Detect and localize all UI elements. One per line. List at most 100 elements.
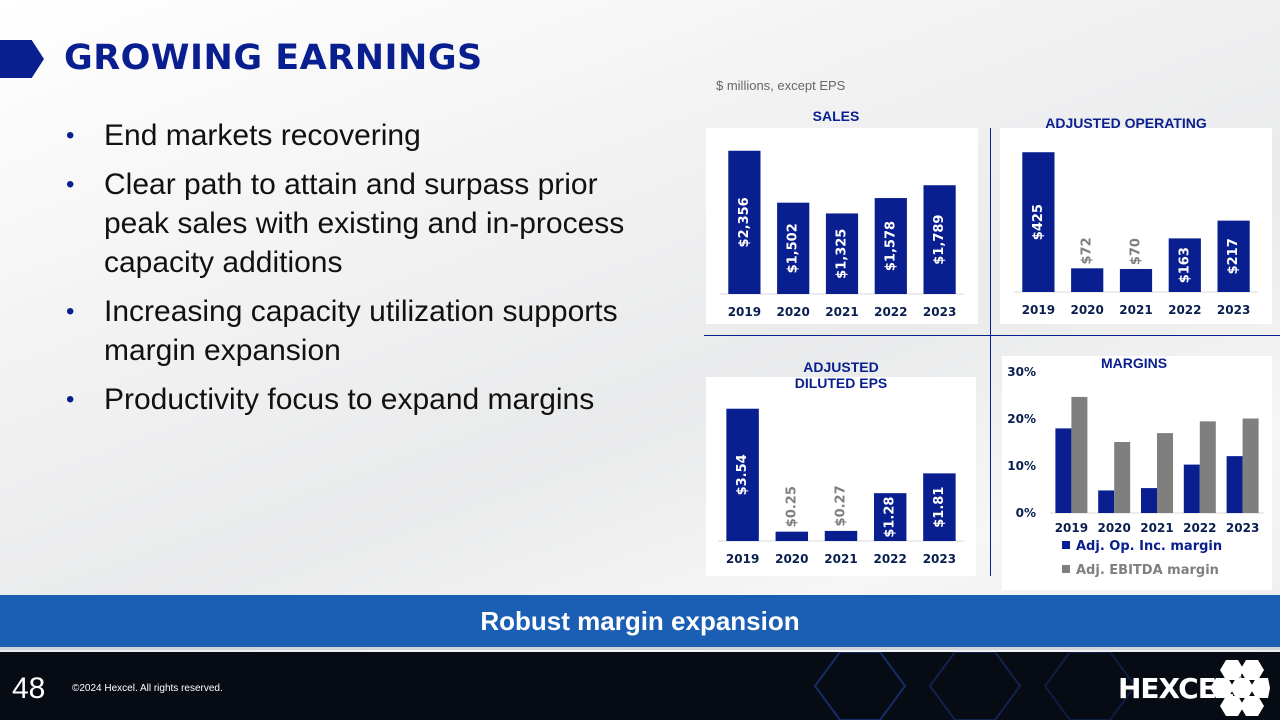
bar xyxy=(1242,418,1259,513)
data-label: $1,789 xyxy=(932,215,947,265)
bar xyxy=(1157,433,1173,513)
legend-label: Adj. Op. Inc. margin xyxy=(1076,539,1222,554)
bar xyxy=(923,473,956,541)
data-label: $72 xyxy=(1080,237,1095,264)
bar xyxy=(1114,442,1131,513)
bullet-icon: • xyxy=(66,171,75,198)
bar xyxy=(874,198,907,294)
bullet-item: • Increasing capacity utilization support… xyxy=(64,292,644,370)
x-tick-label: 2019 xyxy=(728,305,761,319)
x-tick-label: 2021 xyxy=(824,552,857,566)
bullet-list: • End markets recovering • Clear path to a… xyxy=(64,116,644,429)
hexagon-pattern-icon xyxy=(813,652,1137,720)
data-label: $0.27 xyxy=(834,485,849,526)
bar xyxy=(775,531,809,541)
margins-chart-panel: 0% 10% 20% 30% 2019 2020 2021 2022 2023 Adj. Op. … xyxy=(1002,356,1272,590)
data-label: $1,578 xyxy=(883,221,898,271)
bar xyxy=(1071,268,1104,292)
data-label: $70 xyxy=(1129,238,1144,265)
adj-operating-income-chart-panel: $425 2019 $72 2020 $70 2021 $163 2022 $217 2023 xyxy=(1000,128,1272,324)
x-tick-label: 2020 xyxy=(775,552,808,566)
bullet-text: End markets recovering xyxy=(104,119,421,152)
sales-chart: $2,356 2019 $1,502 2020 $1,325 2021 $1,578 2022… xyxy=(720,150,964,319)
x-tick-label: 2019 xyxy=(726,552,759,566)
bar xyxy=(728,150,761,294)
data-label: $0.25 xyxy=(784,486,799,527)
bullet-icon: • xyxy=(66,298,75,325)
title-chevron-icon xyxy=(0,40,44,78)
y-tick-label: 30% xyxy=(1007,365,1036,379)
x-tick-label: 2022 xyxy=(873,552,906,566)
bar xyxy=(1141,488,1157,513)
x-tick-label: 2021 xyxy=(1119,303,1152,317)
bar xyxy=(1022,152,1055,292)
bar xyxy=(923,185,956,294)
legend-label: Adj. EBITDA margin xyxy=(1076,563,1219,578)
footer: 48 ©2024 Hexcel. All rights reserved. HE… xyxy=(0,652,1280,720)
bar xyxy=(777,202,810,294)
x-tick-label: 2023 xyxy=(1226,521,1259,535)
horizontal-divider xyxy=(704,335,1280,336)
y-tick-label: 0% xyxy=(1016,506,1036,520)
x-tick-label: 2020 xyxy=(1070,303,1103,317)
x-tick-label: 2021 xyxy=(1140,521,1173,535)
data-label: $425 xyxy=(1031,204,1046,240)
bullet-text: Productivity focus to expand margins xyxy=(104,383,595,416)
bar xyxy=(1168,238,1201,292)
page-number: 48 xyxy=(12,672,46,705)
sales-chart-panel: $2,356 2019 $1,502 2020 $1,325 2021 $1,578 2022… xyxy=(706,128,978,324)
bar xyxy=(1071,396,1088,513)
sales-chart-title: SALES xyxy=(812,108,860,124)
bar xyxy=(1098,490,1115,513)
adj-diluted-eps-chart-panel: $3.54 2019 $0.25 2020 $0.27 2021 $1.28 2022 $1.8… xyxy=(706,377,976,576)
bar xyxy=(1055,428,1072,513)
bar xyxy=(1183,464,1200,513)
data-label: $1.28 xyxy=(883,497,898,538)
bar xyxy=(873,493,907,541)
legend-swatch xyxy=(1062,541,1070,549)
x-tick-label: 2023 xyxy=(1217,303,1250,317)
bullet-item: • Clear path to attain and surpass prior … xyxy=(64,165,644,282)
bar xyxy=(825,213,859,294)
data-label: $217 xyxy=(1226,238,1241,274)
bar xyxy=(1119,268,1153,292)
y-tick-label: 10% xyxy=(1007,459,1036,473)
x-tick-label: 2022 xyxy=(874,305,907,319)
copyright-text: ©2024 Hexcel. All rights reserved. xyxy=(72,683,223,694)
data-label: $163 xyxy=(1177,247,1192,283)
page-title: GROWING EARNINGS xyxy=(64,38,483,78)
data-label: $1,325 xyxy=(835,229,850,279)
adj-diluted-eps-chart: $3.54 2019 $0.25 2020 $0.27 2021 $1.28 2022 $1.8… xyxy=(718,408,964,566)
bullet-item: • Productivity focus to expand margins xyxy=(64,380,644,419)
margins-chart: 0% 10% 20% 30% 2019 2020 2021 2022 2023 Adj. Op. … xyxy=(1007,365,1264,578)
x-tick-label: 2019 xyxy=(1055,521,1088,535)
bullet-icon: • xyxy=(66,122,75,149)
data-label: $1.81 xyxy=(932,487,947,528)
data-label: $1,502 xyxy=(786,223,801,273)
y-tick-label: 20% xyxy=(1007,412,1036,426)
x-tick-label: 2020 xyxy=(776,305,809,319)
adj-operating-income-chart: $425 2019 $72 2020 $70 2021 $163 2022 $217 2023 xyxy=(1014,152,1258,317)
bar xyxy=(1217,220,1250,292)
bullet-item: • End markets recovering xyxy=(64,116,644,155)
bullet-text: Increasing capacity utilization supports… xyxy=(104,295,618,367)
x-tick-label: 2023 xyxy=(923,305,956,319)
data-label: $3.54 xyxy=(735,454,750,495)
vertical-divider xyxy=(990,128,991,576)
hexcel-logo-hexagons-icon xyxy=(1210,660,1270,716)
data-label: $2,356 xyxy=(737,197,752,247)
adj-diluted-eps-chart-title: ADJUSTED DILUTED EPS xyxy=(794,359,888,391)
banner: Robust margin expansion xyxy=(0,595,1280,650)
bar xyxy=(1226,456,1243,513)
legend-swatch xyxy=(1062,565,1070,573)
units-note: $ millions, except EPS xyxy=(716,78,846,93)
x-tick-label: 2022 xyxy=(1168,303,1201,317)
x-tick-label: 2023 xyxy=(923,552,956,566)
bar xyxy=(824,530,858,541)
margins-chart-title: MARGINS xyxy=(1100,355,1168,371)
bar xyxy=(1199,421,1216,513)
bar xyxy=(726,408,759,541)
x-tick-label: 2021 xyxy=(825,305,858,319)
x-tick-label: 2020 xyxy=(1097,521,1130,535)
bullet-text: Clear path to attain and surpass prior p… xyxy=(104,168,625,279)
